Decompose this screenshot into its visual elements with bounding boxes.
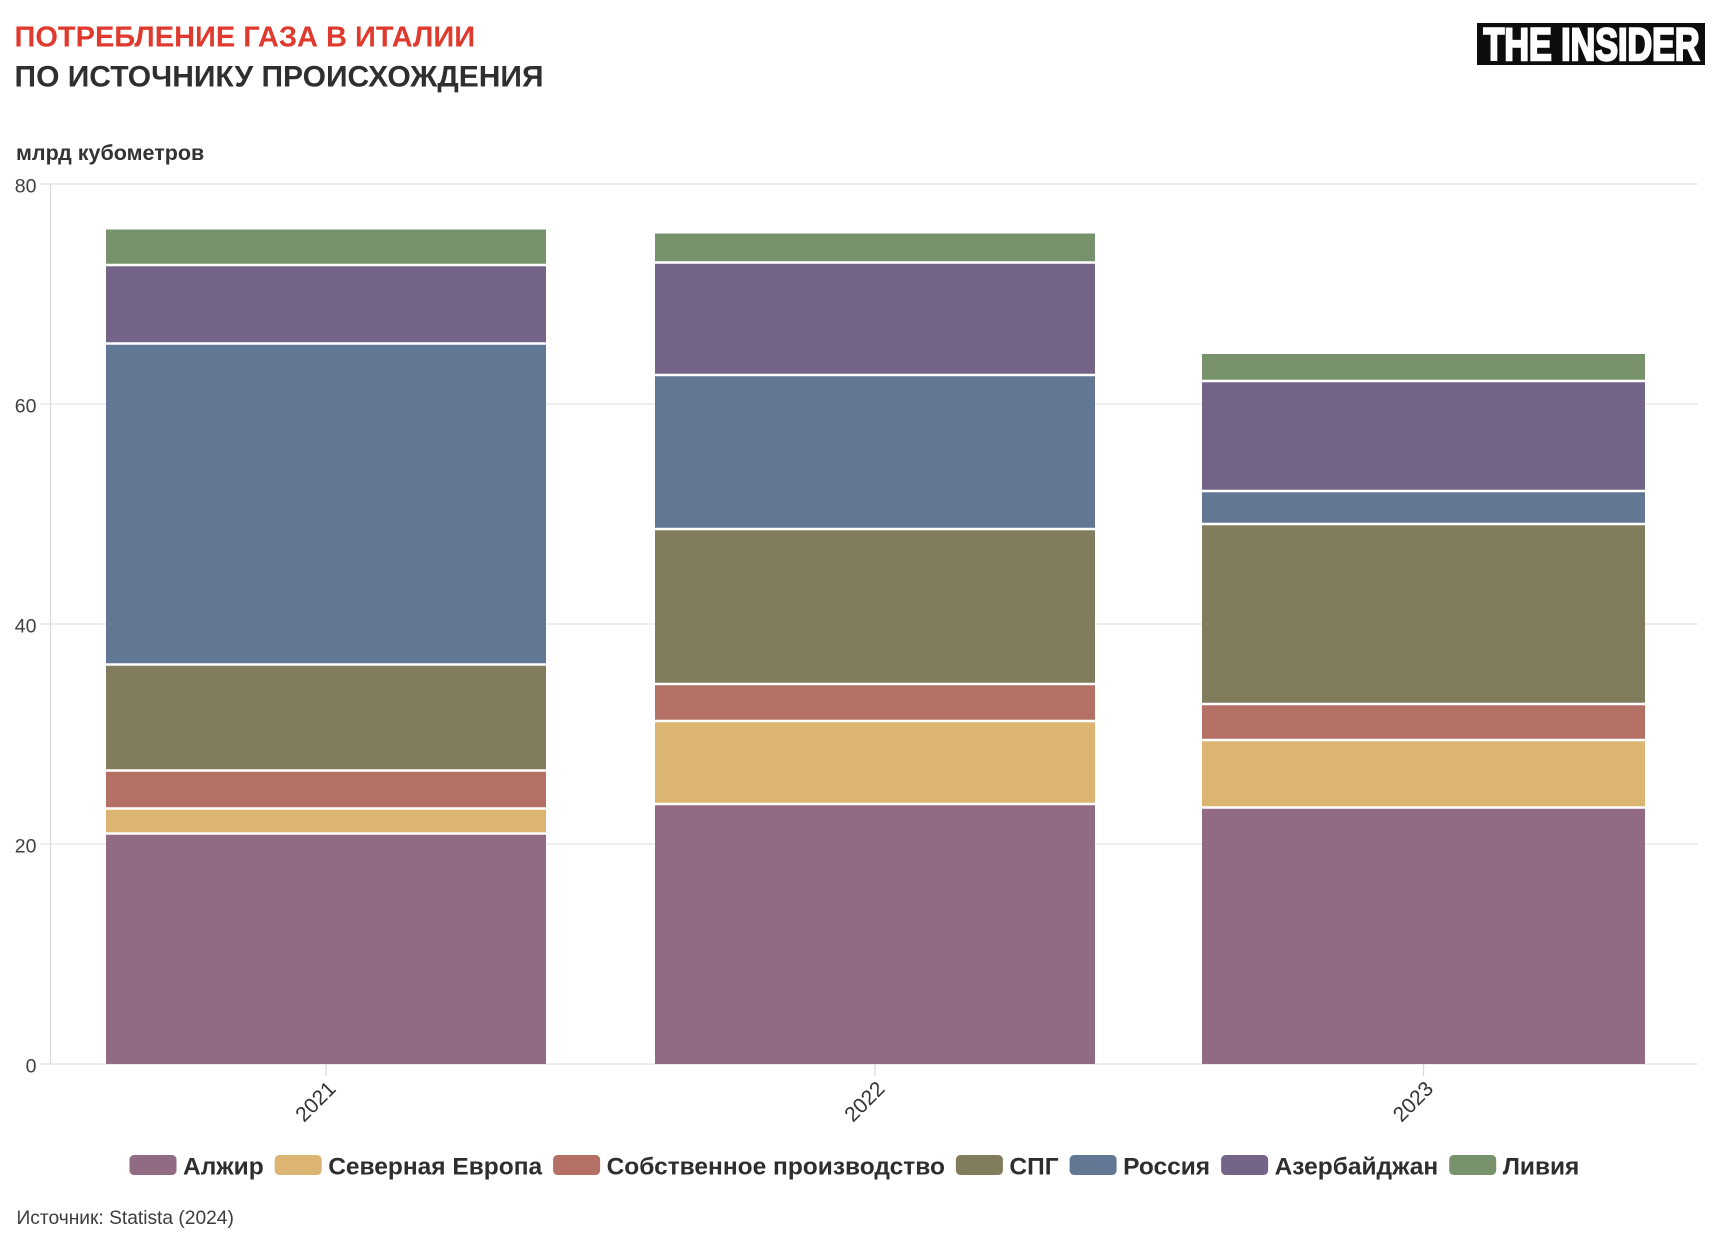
svg-text:Россия: Россия xyxy=(1123,1154,1210,1181)
svg-text:Северная Европа: Северная Европа xyxy=(328,1154,542,1181)
svg-text:СПГ: СПГ xyxy=(1009,1154,1058,1181)
svg-text:Азербайджан: Азербайджан xyxy=(1275,1154,1439,1181)
svg-text:Алжир: Алжир xyxy=(183,1154,264,1181)
svg-text:THE INSIDER: THE INSIDER xyxy=(1484,21,1700,71)
svg-text:Собственное производство: Собственное производство xyxy=(607,1154,945,1181)
svg-text:40: 40 xyxy=(15,616,37,638)
svg-text:0: 0 xyxy=(26,1056,37,1078)
svg-text:Источник: Statista (2024): Источник: Statista (2024) xyxy=(17,1208,234,1229)
svg-text:80: 80 xyxy=(15,176,37,198)
svg-text:ПО ИСТОЧНИКУ ПРОИСХОЖДЕНИЯ: ПО ИСТОЧНИКУ ПРОИСХОЖДЕНИЯ xyxy=(15,61,544,94)
svg-text:ПОТРЕБЛЕНИЕ ГАЗА В ИТАЛИИ: ПОТРЕБЛЕНИЕ ГАЗА В ИТАЛИИ xyxy=(15,22,476,54)
svg-text:млрд кубометров: млрд кубометров xyxy=(16,141,204,165)
svg-text:Ливия: Ливия xyxy=(1503,1154,1580,1181)
svg-text:60: 60 xyxy=(15,396,37,418)
svg-text:20: 20 xyxy=(15,836,37,858)
